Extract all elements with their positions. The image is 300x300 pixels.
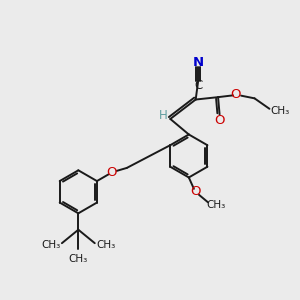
Text: O: O xyxy=(231,88,241,101)
Text: N: N xyxy=(193,56,204,69)
Text: CH₃: CH₃ xyxy=(270,106,290,116)
Text: CH₃: CH₃ xyxy=(41,240,60,250)
Text: H: H xyxy=(159,110,168,122)
Text: O: O xyxy=(106,166,116,179)
Text: CH₃: CH₃ xyxy=(69,254,88,264)
Text: C: C xyxy=(194,79,202,92)
Text: CH₃: CH₃ xyxy=(97,240,116,250)
Text: O: O xyxy=(214,114,225,127)
Text: CH₃: CH₃ xyxy=(207,200,226,210)
Text: O: O xyxy=(190,185,201,198)
